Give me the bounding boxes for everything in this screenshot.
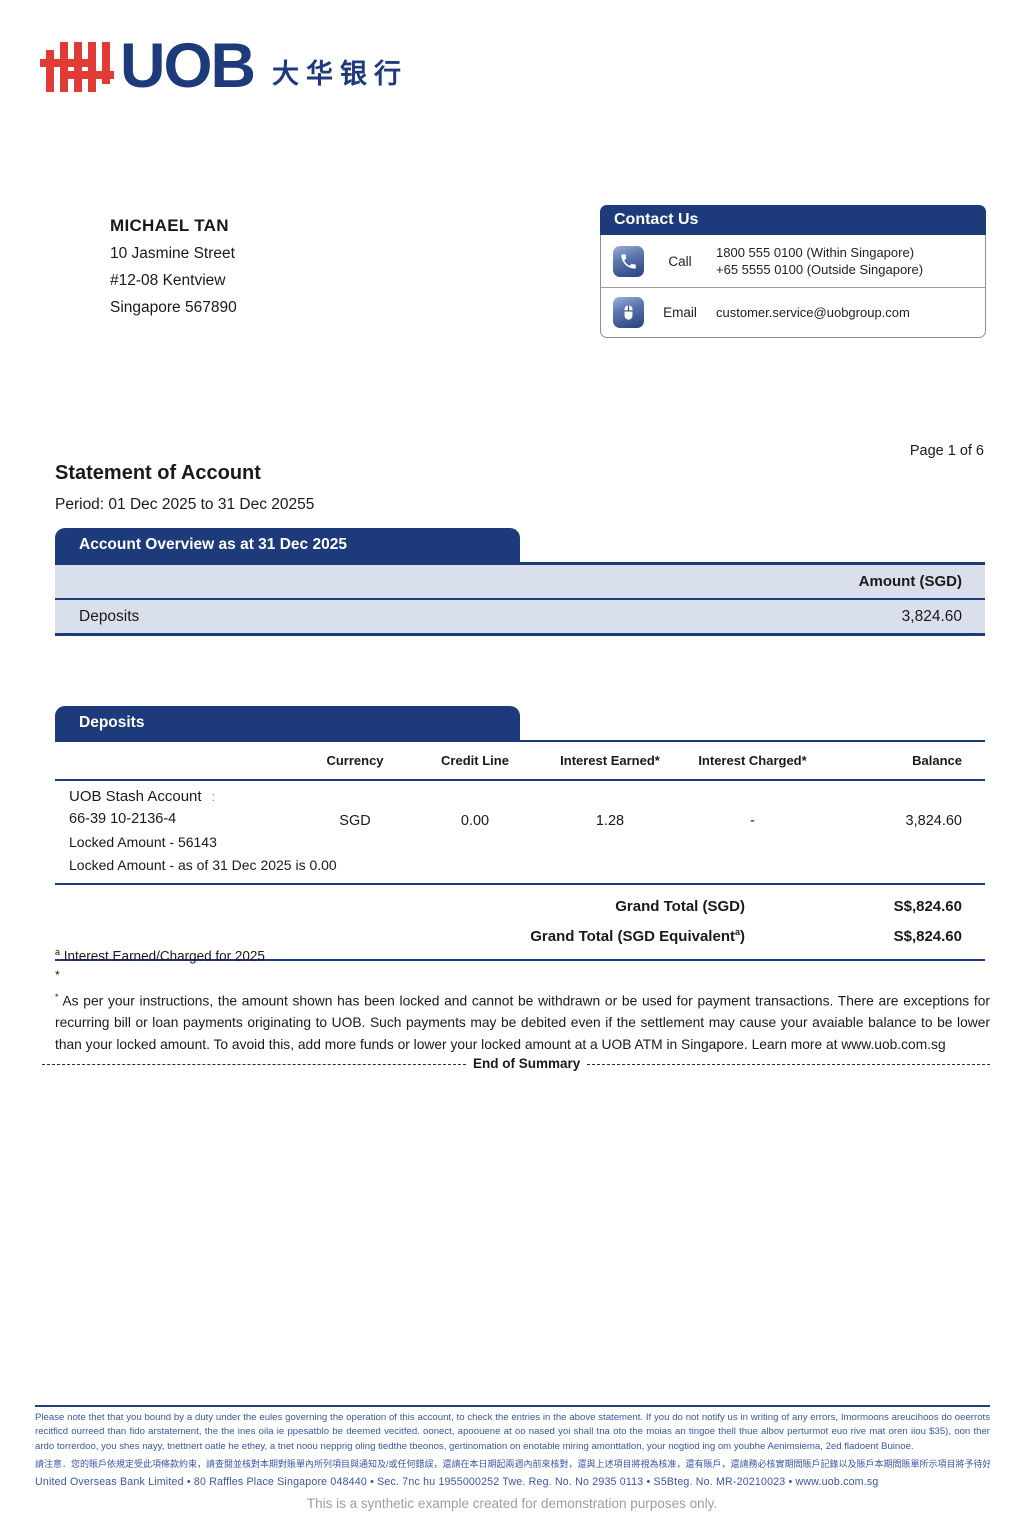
grand-totals: Grand Total (SGD) S$,824.60 Grand Total … [55,885,985,959]
footer-company-line: United Overseas Bank Limited • 80 Raffle… [35,1476,879,1489]
mouse-icon [613,297,644,328]
grand-total-equivalent-label: Grand Total (SGD Equivalenta) [55,927,745,945]
col-header-credit-line: Credit Line [441,753,509,768]
equivalent-label-text: Grand Total (SGD Equivalent [530,928,735,945]
interest-footnote-mark: a [55,947,61,957]
synthetic-disclaimer: This is a synthetic example created for … [306,1496,718,1511]
grand-total-equivalent-value: S$,824.60 [893,927,962,945]
recipient-address-line: Singapore 567890 [110,299,237,316]
col-header-currency: Currency [326,753,384,768]
locked-amount-footnote: * As per your instructions, the amount s… [55,990,990,1057]
interest-footnote-text: Interest Earned/Charged for 2025 [63,948,265,964]
col-header-balance: Balance [912,753,962,768]
lone-asterisk: * [55,967,60,982]
uob-wordmark: UOB [120,31,256,101]
page-indicator: Page 1 of 6 [909,443,984,459]
locked-amount-line: Locked Amount - 56143 [69,834,217,850]
cell-currency: SGD [339,813,371,829]
recipient-address-line: #12-08 Kentview [110,272,226,289]
recipient-name: MICHAEL TAN [110,216,229,235]
end-of-summary-label: End of Summary [473,1056,581,1071]
cell-credit-line: 0.00 [460,813,490,829]
locked-footnote-mark: * [55,991,59,1002]
cell-interest-charged: - [750,813,755,829]
amount-column-header: Amount (SGD) [858,573,962,590]
account-overview-section: Account Overview as at 31 Dec 2025 Amoun… [55,528,985,636]
contact-email-row: Email customer.service@uobgroup.com [601,287,985,337]
account-details: UOB Stash Account: 66-39 10-2136-4 Locke… [55,788,337,873]
uob-emblem-icon [40,42,114,92]
col-header-interest-charged: Interest Charged* [698,753,807,768]
contact-call-row: Call 1800 555 0100 (Within Singapore) +6… [601,235,985,287]
account-overview-tab: Account Overview as at 31 Dec 2025 [55,528,520,562]
email-address: customer.service@uobgroup.com [716,305,910,320]
dash-line [42,1064,466,1065]
divider [55,959,985,961]
email-label: Email [663,305,697,320]
locked-footnote-text: As per your instructions, the amount sho… [55,993,990,1053]
phone-icon [613,245,644,277]
end-of-summary-divider: End of Summary [42,1056,990,1071]
equivalent-label-close: ) [740,928,745,945]
call-number-line: +65 5555 0100 (Outside Singapore) [716,262,924,277]
footer-notice: Please note thet that you bound by a dut… [35,1405,990,1488]
interest-footnote: a Interest Earned/Charged for 2025 [55,947,990,964]
recipient-address-block: MICHAEL TAN 10 Jasmine Street #12-08 Ken… [110,216,237,317]
cell-interest-earned: 1.28 [595,813,625,829]
call-label: Call [668,253,692,269]
footer-notice-chinese: 請注意．您的賬戶依規定受此項條款約束，請查閱並核對本期對賬單內所列項目與通知及/… [35,1459,990,1470]
uob-logo: UOB 大华银行 [40,34,408,98]
contact-us-title: Contact Us [600,205,986,235]
uob-chinese-name: 大华银行 [272,58,408,89]
cell-balance: 3,824.60 [905,813,962,829]
divider [55,883,985,885]
overview-row-amount: 3,824.60 [901,607,962,625]
deposits-column-headers: Currency Credit Line Interest Earned* In… [55,742,985,779]
grand-total-equivalent-row: Grand Total (SGD Equivalenta) S$,824.60 [55,921,985,951]
overview-deposits-row: Deposits 3,824.60 [55,600,985,633]
equivalent-footnote-mark: a [734,927,740,937]
statement-period: Period: 01 Dec 2025 to 31 Dec 20255 [55,496,315,513]
account-name-suffix: : [211,789,216,804]
divider [55,598,985,600]
grand-total-value: S$,824.60 [893,897,962,915]
account-overview-table: Amount (SGD) Deposits 3,824.60 [55,562,985,636]
account-name-line: UOB Stash Account: [69,788,305,805]
grand-total-row: Grand Total (SGD) S$,824.60 [55,891,985,921]
call-number-line: 1800 555 0100 (Within Singapore) [716,245,915,260]
deposits-section: Deposits Currency Credit Line Interest E… [55,706,985,961]
grand-total-label: Grand Total (SGD) [615,897,745,915]
call-numbers: 1800 555 0100 (Within Singapore) +65 555… [716,244,923,278]
footnotes: a Interest Earned/Charged for 2025 * * A… [55,941,990,1056]
recipient-address-line: 10 Jasmine Street [110,245,235,262]
account-name: UOB Stash Account [69,788,202,805]
contact-us-box: Contact Us Call 1800 555 0100 (Within Si… [600,205,986,338]
footer-notice-english: Please note thet that you bound by a dut… [35,1412,990,1452]
account-number: 66-39 10-2136-4 [69,811,177,827]
divider [55,779,985,781]
deposits-tab: Deposits [55,706,520,740]
contact-us-body: Call 1800 555 0100 (Within Singapore) +6… [600,235,986,338]
divider [55,740,985,742]
col-header-interest-earned: Interest Earned* [560,753,660,768]
deposit-account-row: UOB Stash Account: 66-39 10-2136-4 Locke… [55,781,985,883]
overview-row-label: Deposits [79,607,140,625]
locked-amount-line: Locked Amount - as of 31 Dec 2025 is 0.0… [69,857,337,873]
statement-title: Statement of Account [55,462,261,484]
dash-line [587,1064,990,1065]
